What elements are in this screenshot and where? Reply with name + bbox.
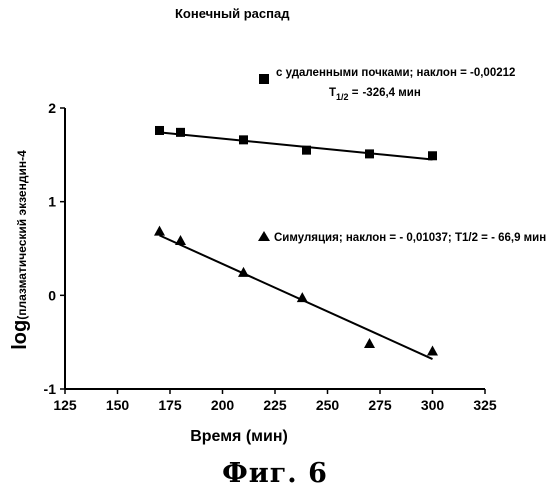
data-point-square [302,146,311,155]
data-point-triangle [297,292,308,302]
x-tick-label: 250 [316,397,340,413]
y-tick-label: 2 [48,100,56,116]
chart-axes [65,108,485,389]
legend-triangle-marker [258,231,270,241]
fit-line-series-2 [160,235,433,359]
data-point-triangle [175,235,186,245]
x-tick-label: 175 [158,397,182,413]
data-point-square [155,126,164,135]
y-axis-label-sub: (плазматический экзендин-4 [15,150,29,320]
x-tick-label: 300 [421,397,445,413]
legend-item-simulation: Симуляция; наклон = - 0,01037; T1/2 = - … [258,231,546,244]
x-tick-label: 275 [368,397,392,413]
x-tick-label: 225 [263,397,287,413]
y-axis-label: log(плазматический экзендин-4 [9,150,31,350]
x-tick-label: 125 [53,397,77,413]
chart-fit-lines [160,132,433,359]
x-tick-label: 150 [106,397,130,413]
fit-line-series-1 [160,132,433,159]
data-point-triangle [364,338,375,348]
data-point-square [365,149,374,158]
y-axis-label-log: log [9,320,31,350]
x-tick-label: 200 [211,397,235,413]
data-point-square [176,128,185,137]
half-life-value: -326,4 мин [362,87,420,99]
legend-label-kidneys: с удаленными почками; наклон = -0,00212 [276,67,515,79]
y-tick-label: -1 [44,381,57,397]
half-life-equals: = [349,87,359,99]
x-tick-label: 325 [473,397,497,413]
y-tick-label: 1 [48,194,56,210]
data-point-square [428,151,437,160]
legend-item-kidneys: с удаленными почками; наклон = -0,00212 … [259,67,515,102]
data-point-triangle [427,346,438,356]
half-life-subscript: 1/2 [336,92,349,102]
legend-half-life-kidneys: T1/2 =-326,4 мин [329,87,421,102]
half-life-symbol: T [329,87,336,99]
y-tick-label: 0 [48,287,56,303]
data-point-triangle [154,226,165,236]
legend-square-marker [259,74,269,84]
legend-label-simulation: Симуляция; наклон = - 0,01037; T1/2 = - … [274,232,546,244]
chart-ticks: 125 150 175 200 225 250 275 300 325 -1 0 1 2 [44,100,497,413]
data-point-square [239,135,248,144]
figure-caption: Фиг. 6 [0,458,550,489]
x-axis-label: Время (мин) [190,428,288,445]
